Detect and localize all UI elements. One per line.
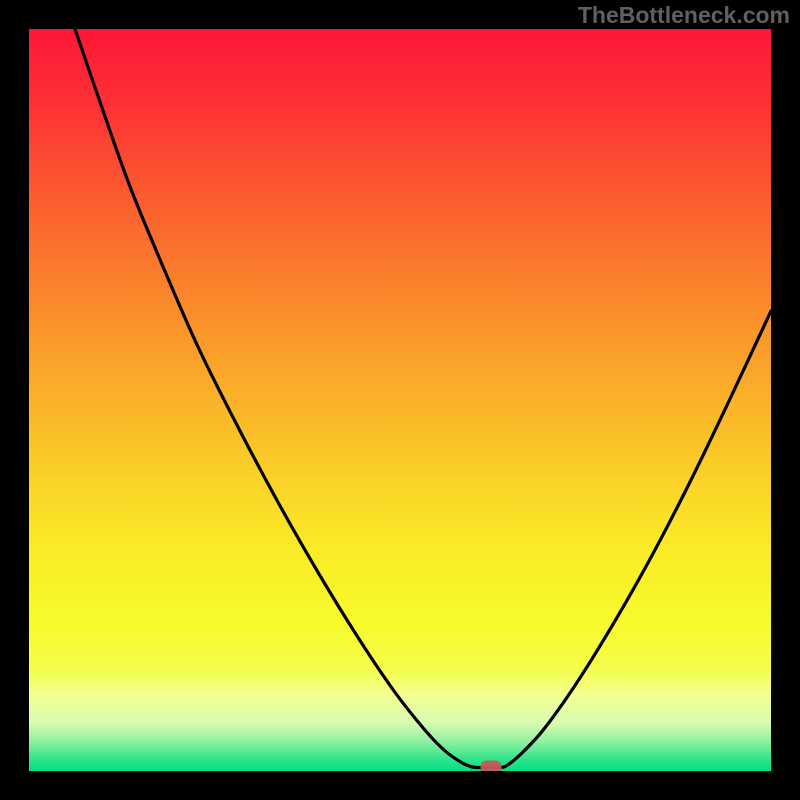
watermark-text: TheBottleneck.com <box>578 2 790 29</box>
bottleneck-chart <box>0 0 800 800</box>
plot-background-gradient <box>29 29 771 771</box>
optimum-marker <box>481 761 502 774</box>
